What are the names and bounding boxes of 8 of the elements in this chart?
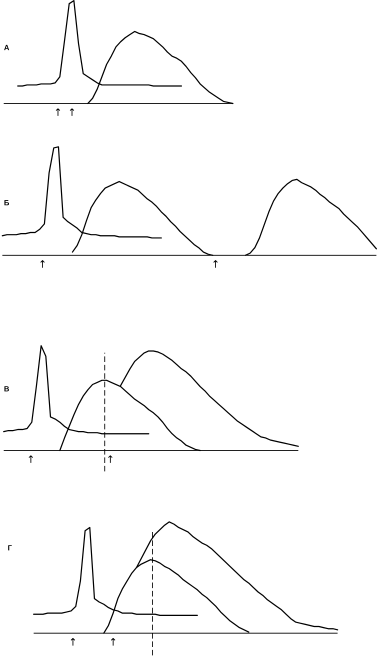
text: ↑ — [213, 260, 218, 268]
text: ↑ — [70, 108, 74, 116]
text: ↑ — [108, 455, 113, 463]
text: ↑ — [110, 638, 116, 646]
text: ↑ — [70, 638, 76, 646]
text: ↑ — [28, 455, 34, 463]
text: ↑ — [56, 108, 60, 116]
text: ↑ — [40, 260, 45, 268]
